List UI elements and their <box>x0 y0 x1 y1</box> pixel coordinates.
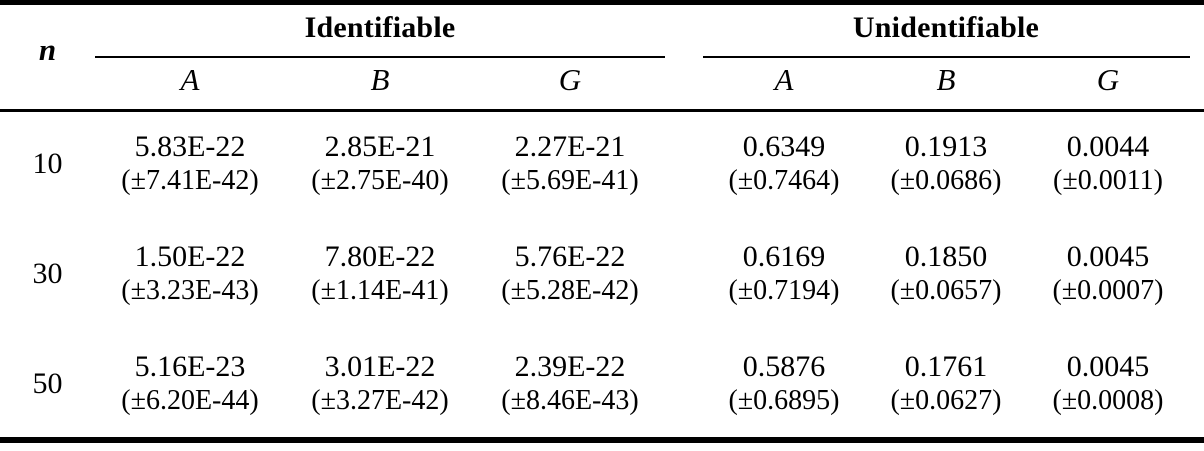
cell-std: (±5.69E-41) <box>501 165 639 196</box>
group-header-identifiable: Identifiable <box>304 11 456 44</box>
cell-value: 5.76E-22 <box>514 240 626 273</box>
unidentifiable-cmidrule <box>703 56 1190 58</box>
cell-std: (±0.0627) <box>890 385 1002 416</box>
table-cell: 0.0045 (±0.0007) <box>1027 219 1189 329</box>
bottom-rule <box>0 437 1204 443</box>
table-cell: 0.5876 (±0.6895) <box>703 329 865 439</box>
cell-value: 0.0045 <box>1066 350 1150 383</box>
cell-std: (±0.6895) <box>728 385 840 416</box>
identifiable-cmidrule <box>95 56 665 58</box>
cell-value: 0.6349 <box>742 130 826 163</box>
table-cell: 0.6169 (±0.7194) <box>703 219 865 329</box>
cell-value: 0.5876 <box>742 350 826 383</box>
column-header-unidentifiable-A: A <box>774 61 794 97</box>
table-cell: 7.80E-22 (±1.14E-41) <box>285 219 475 329</box>
cell-value: 2.39E-22 <box>514 350 626 383</box>
table-cell: 5.76E-22 (±5.28E-42) <box>475 219 665 329</box>
column-header-unidentifiable-G: G <box>1096 61 1120 97</box>
cell-value: 1.50E-22 <box>134 240 246 273</box>
cell-std: (±0.0657) <box>890 275 1002 306</box>
table-cell: 0.1761 (±0.0627) <box>865 329 1027 439</box>
cell-value: 3.01E-22 <box>324 350 436 383</box>
cell-std: (±6.20E-44) <box>121 385 259 416</box>
cell-value: 0.6169 <box>742 240 826 273</box>
column-header-n: n <box>38 31 57 67</box>
cell-value: 7.80E-22 <box>324 240 436 273</box>
column-header-identifiable-G: G <box>558 61 582 97</box>
cell-value: 0.1850 <box>904 240 988 273</box>
cell-value: 0.1761 <box>904 350 988 383</box>
table-cell: 5.83E-22 (±7.41E-42) <box>95 109 285 219</box>
table-cell: 2.85E-21 (±2.75E-40) <box>285 109 475 219</box>
table-cell: 5.16E-23 (±6.20E-44) <box>95 329 285 439</box>
row-label-n30: 30 <box>32 257 63 290</box>
column-header-identifiable-B: B <box>370 61 390 97</box>
cell-std: (±0.0011) <box>1053 165 1163 196</box>
cell-std: (±0.0007) <box>1052 275 1164 306</box>
table-cell: 1.50E-22 (±3.23E-43) <box>95 219 285 329</box>
cell-std: (±0.0008) <box>1052 385 1164 416</box>
row-label-n10: 10 <box>32 147 63 180</box>
cell-value: 0.1913 <box>904 130 988 163</box>
cell-value: 5.16E-23 <box>134 350 246 383</box>
cell-std: (±0.7194) <box>728 275 840 306</box>
cell-std: (±3.23E-43) <box>121 275 259 306</box>
column-header-unidentifiable-B: B <box>936 61 956 97</box>
table-cell: 3.01E-22 (±3.27E-42) <box>285 329 475 439</box>
cell-std: (±7.41E-42) <box>121 165 259 196</box>
cell-value: 2.27E-21 <box>514 130 626 163</box>
cell-value: 5.83E-22 <box>134 130 246 163</box>
column-header-identifiable-A: A <box>180 61 200 97</box>
cell-std: (±0.0686) <box>890 165 1002 196</box>
cell-value: 0.0045 <box>1066 240 1150 273</box>
table-cell: 0.1850 (±0.0657) <box>865 219 1027 329</box>
top-rule <box>0 0 1204 5</box>
group-header-unidentifiable: Unidentifiable <box>852 11 1040 44</box>
cell-std: (±8.46E-43) <box>501 385 639 416</box>
cell-value: 0.0044 <box>1066 130 1150 163</box>
cell-std: (±5.28E-42) <box>501 275 639 306</box>
table-cell: 0.6349 (±0.7464) <box>703 109 865 219</box>
table-cell: 0.0045 (±0.0008) <box>1027 329 1189 439</box>
table-cell: 0.1913 (±0.0686) <box>865 109 1027 219</box>
table-cell: 2.39E-22 (±8.46E-43) <box>475 329 665 439</box>
cell-std: (±3.27E-42) <box>311 385 449 416</box>
header-midrule <box>0 109 1204 112</box>
table-cell: 2.27E-21 (±5.69E-41) <box>475 109 665 219</box>
cell-std: (±2.75E-40) <box>311 165 449 196</box>
row-label-n50: 50 <box>32 367 63 400</box>
cell-std: (±1.14E-41) <box>311 275 449 306</box>
cell-std: (±0.7464) <box>728 165 840 196</box>
cell-value: 2.85E-21 <box>324 130 436 163</box>
table-cell: 0.0044 (±0.0011) <box>1027 109 1189 219</box>
